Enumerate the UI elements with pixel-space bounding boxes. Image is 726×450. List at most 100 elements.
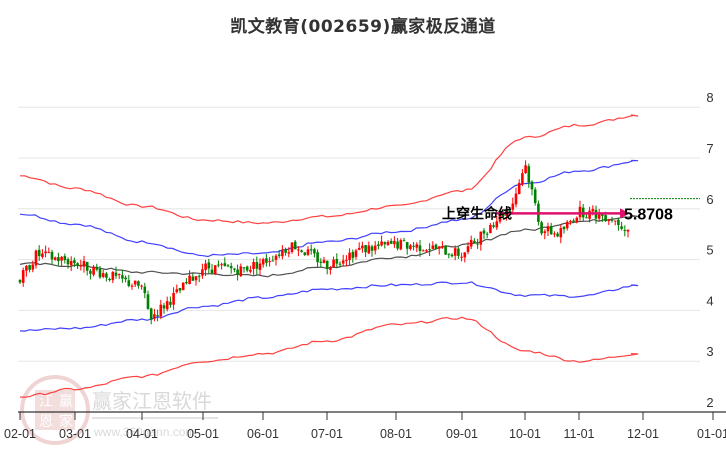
candle [290, 242, 294, 253]
candle [34, 250, 38, 266]
candle [521, 173, 524, 184]
candle [18, 279, 22, 283]
candle [434, 244, 438, 250]
candle [498, 213, 502, 222]
candle [66, 259, 70, 265]
candle [338, 263, 342, 265]
candle [476, 243, 479, 245]
candle [399, 240, 403, 250]
x-tick-label: 08-01 [380, 427, 412, 441]
candle [402, 240, 406, 242]
candle [175, 289, 179, 293]
candle [524, 165, 527, 174]
candle [50, 251, 54, 260]
candle [572, 220, 575, 223]
candle [233, 268, 236, 270]
candle [332, 259, 335, 268]
x-tick-label: 02-01 [4, 427, 36, 441]
candle [89, 270, 92, 274]
candle [98, 268, 102, 278]
candle [479, 231, 483, 245]
candle [274, 255, 278, 260]
candle [546, 226, 550, 232]
candle [111, 272, 115, 281]
candle [383, 242, 387, 245]
candle [204, 263, 207, 270]
candle [188, 275, 191, 284]
candle [236, 269, 239, 275]
band-line [19, 214, 639, 278]
candle [437, 246, 441, 249]
candle [306, 249, 310, 255]
watermark-logo-char: 恩 [39, 414, 53, 430]
candle [626, 229, 630, 232]
candle [591, 208, 595, 212]
candle [213, 265, 217, 275]
candle [623, 230, 627, 232]
candle [492, 225, 495, 227]
candle [543, 231, 547, 234]
candle [146, 294, 150, 309]
candle [313, 249, 316, 254]
x-tick-label: 10-01 [509, 427, 541, 441]
candle [303, 252, 307, 255]
watermark-logo-char: 江 [39, 394, 53, 410]
candle [92, 266, 95, 275]
candle [517, 183, 521, 194]
candle [25, 265, 28, 271]
candle [345, 259, 348, 261]
candle [95, 266, 99, 270]
candle [60, 256, 63, 261]
y-tick-label: 4 [706, 293, 713, 308]
candle [357, 247, 361, 250]
candle [162, 305, 166, 309]
band-line [19, 159, 639, 258]
candle [553, 233, 556, 235]
candle [21, 270, 25, 283]
candle [351, 251, 355, 258]
candle [277, 254, 281, 256]
candle [297, 249, 300, 251]
candle [585, 217, 588, 219]
candle [610, 219, 614, 221]
candle [210, 269, 214, 274]
chart-title: 凯文教育(002659)赢家极反通道 [230, 17, 496, 37]
candle [178, 288, 182, 291]
channel-bands [19, 114, 639, 398]
candle [181, 282, 185, 291]
candle [281, 250, 284, 257]
candle [597, 213, 601, 219]
candle [469, 239, 473, 247]
candle [562, 226, 566, 230]
candle [511, 203, 515, 210]
candle [601, 213, 604, 216]
candle [341, 260, 345, 264]
y-tick-label: 7 [706, 141, 713, 156]
x-tick-label: 05-01 [187, 427, 219, 441]
candle [114, 272, 118, 276]
candle [373, 245, 377, 251]
x-tick-label: 04-01 [126, 427, 158, 441]
candle [540, 222, 543, 234]
candle [207, 262, 211, 269]
candle [460, 256, 463, 258]
candle [316, 252, 319, 263]
candle [431, 245, 435, 249]
candle [255, 262, 259, 269]
candle [284, 249, 287, 253]
candle [559, 228, 563, 238]
candle [105, 273, 108, 278]
candle [137, 281, 140, 286]
candle [325, 260, 329, 269]
candle [249, 269, 252, 272]
candle [159, 304, 163, 317]
candle [229, 266, 233, 269]
candle [226, 265, 230, 267]
candle [300, 250, 303, 252]
candle [117, 274, 121, 276]
candle [28, 265, 31, 270]
candle [140, 285, 143, 287]
candle [153, 314, 156, 319]
y-tick-label: 5 [706, 243, 713, 258]
